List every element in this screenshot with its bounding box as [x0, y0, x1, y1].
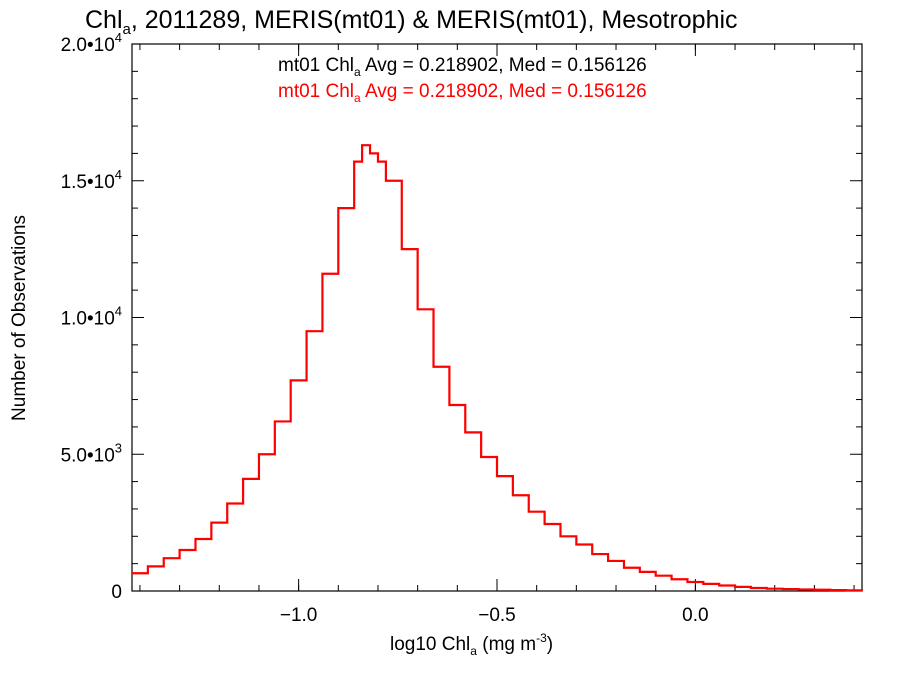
x-axis-label: log10 Chla (mg m-3) [390, 631, 553, 658]
plot-frame [131, 43, 863, 592]
y-tick-label: 5.0•103 [61, 440, 122, 466]
x-tick-label: −1.0 [280, 605, 318, 626]
y-tick-label: 1.5•104 [61, 167, 122, 193]
x-tick-label: −0.5 [478, 605, 516, 626]
chart-title: Chla, 2011289, MERIS(mt01) & MERIS(mt01)… [85, 6, 738, 38]
stats-annotation-red: mt01 Chla Avg = 0.218902, Med = 0.156126 [278, 81, 647, 105]
x-tick-labels: −1.0 −0.5 0.0 [280, 605, 709, 626]
y-tick-label: 1.0•104 [61, 304, 122, 330]
y-axis-label: Number of Observations [9, 215, 30, 421]
y-tick-label: 0 [111, 582, 122, 603]
y-tick-label: 2.0•104 [61, 30, 122, 56]
axis-ticks [132, 43, 862, 592]
x-tick-label: 0.0 [682, 605, 708, 626]
histogram-series-line [132, 144, 864, 592]
y-tick-labels: 0 5.0•103 1.0•104 1.5•104 2.0•104 [61, 30, 122, 603]
stats-annotation-black: mt01 Chla Avg = 0.218902, Med = 0.156126 [278, 55, 647, 79]
